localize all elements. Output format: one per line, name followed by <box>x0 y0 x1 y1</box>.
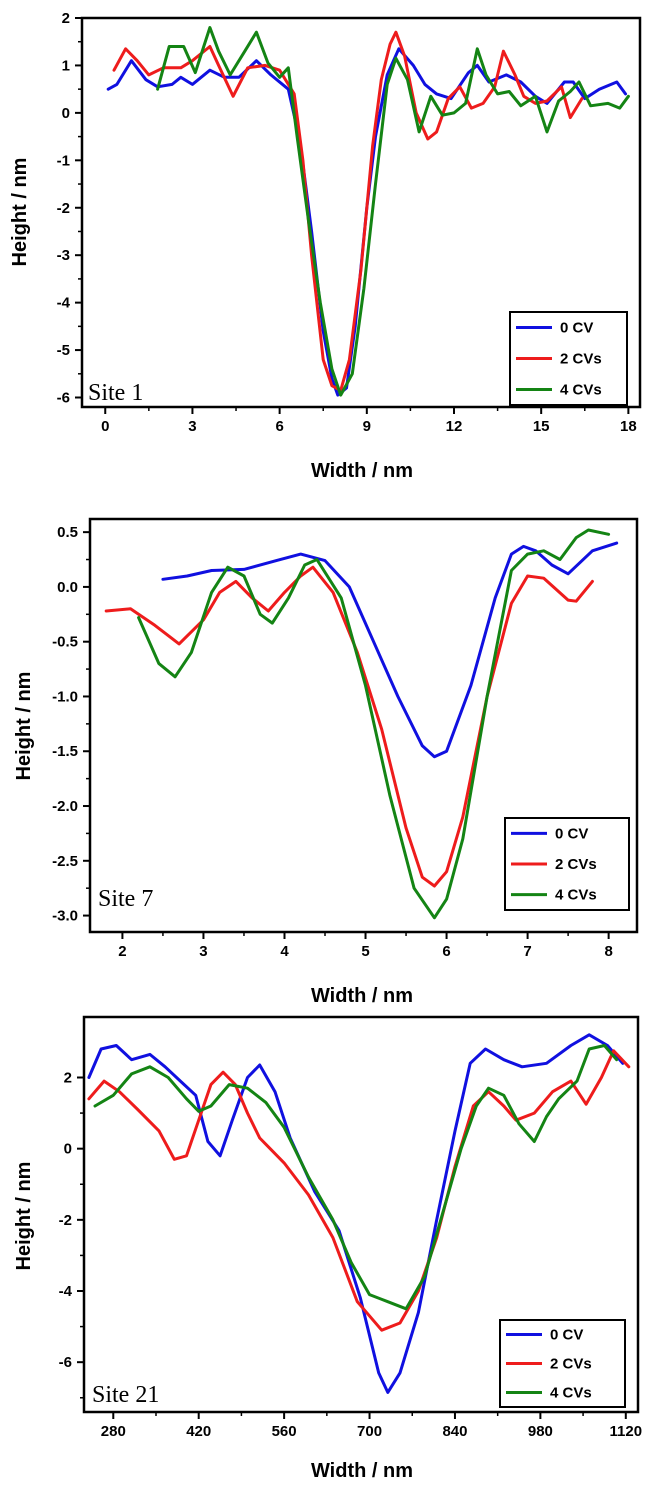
y-tick-label: 2 <box>64 1069 72 1086</box>
y-tick-label: -2 <box>57 200 70 217</box>
legend-label: 4 CVs <box>550 1385 592 1402</box>
chart-panel-3: 280 420 560 700 840 980 1120 2 0 -2 -4 -6 Width / nm… <box>13 1015 643 1482</box>
y-axis-label: Height / nm <box>13 1162 35 1271</box>
y-tick-label: -6 <box>59 1354 72 1371</box>
chart-panel-2: 2 3 4 5 6 7 8 0.5 0.0 -0.5 -1.0 -1.5 -2.0 -2.5 -3.0 Wid… <box>13 517 639 1007</box>
legend-label: 2 CVs <box>550 1356 592 1373</box>
legend-label: 0 CV <box>560 320 593 337</box>
x-tick-label: 6 <box>275 418 283 435</box>
legend-label: 0 CV <box>550 1327 583 1344</box>
series-line-4-cvs <box>156 26 630 397</box>
x-tick-label: 280 <box>101 1423 126 1440</box>
x-tick-label: 700 <box>357 1423 382 1440</box>
y-axis-label: Height / nm <box>9 158 31 267</box>
x-tick-label: 840 <box>442 1423 467 1440</box>
x-tick-label: 3 <box>188 418 196 435</box>
x-tick-label: 12 <box>446 418 463 435</box>
y-tick-label: -0.5 <box>52 634 78 651</box>
y-tick-label: 0.5 <box>57 524 78 541</box>
y-tick-label: -2.5 <box>52 853 78 870</box>
legend-label: 4 CVs <box>560 382 602 399</box>
series-line-4-cvs <box>93 1044 619 1311</box>
series-line-2-cvs <box>87 1049 631 1332</box>
x-tick-label: 4 <box>280 943 289 960</box>
x-tick-label: 3 <box>199 943 207 960</box>
y-tick-label: -5 <box>57 342 70 359</box>
y-tick-label: 0.0 <box>57 579 78 596</box>
y-tick-label: 0 <box>64 1141 72 1158</box>
series-line-2-cvs <box>112 30 584 392</box>
site-label: Site 21 <box>92 1382 159 1408</box>
y-tick-label: -3 <box>57 247 70 264</box>
x-axis-label: Width / nm <box>311 460 413 482</box>
y-tick-label: -1 <box>57 152 70 169</box>
x-tick-label: 9 <box>363 418 371 435</box>
y-tick-label: -1.5 <box>52 743 78 760</box>
legend: 0 CV 2 CVs 4 CVs <box>499 1319 626 1408</box>
x-tick-label: 2 <box>118 943 126 960</box>
x-axis-label: Width / nm <box>311 985 413 1007</box>
y-tick-label: 0 <box>62 105 70 122</box>
x-tick-label: 8 <box>604 943 612 960</box>
legend-label: 2 CVs <box>560 351 602 368</box>
x-tick-label: 7 <box>523 943 531 960</box>
series-line-0-cv <box>161 541 619 759</box>
site-label: Site 1 <box>88 380 143 406</box>
x-tick-label: 420 <box>186 1423 211 1440</box>
y-tick-label: -2.0 <box>52 798 78 815</box>
legend: 0 CV 2 CVs 4 CVs <box>509 311 628 406</box>
x-tick-label: 18 <box>620 418 637 435</box>
y-tick-label: -2 <box>59 1212 72 1229</box>
y-tick-label: -3.0 <box>52 908 78 925</box>
plot-frame <box>82 1015 640 1414</box>
x-tick-label: 980 <box>528 1423 553 1440</box>
y-tick-label: -4 <box>59 1283 73 1300</box>
x-axis-label: Width / nm <box>311 1460 413 1482</box>
y-tick-label: 2 <box>62 10 70 27</box>
x-tick-label: 6 <box>442 943 450 960</box>
site-label: Site 7 <box>98 886 153 912</box>
x-tick-label: 1120 <box>610 1423 643 1440</box>
plot-frame <box>88 517 639 934</box>
x-tick-label: 15 <box>533 418 550 435</box>
y-axis-label: Height / nm <box>13 672 35 781</box>
x-tick-label: 0 <box>101 418 109 435</box>
x-tick-label: 560 <box>272 1423 297 1440</box>
y-tick-label: -6 <box>57 390 70 407</box>
legend: 0 CV 2 CVs 4 CVs <box>504 817 630 911</box>
plot-frame <box>80 16 642 409</box>
legend-label: 0 CV <box>555 825 588 842</box>
y-tick-label: -4 <box>57 295 71 312</box>
legend-label: 2 CVs <box>555 856 597 873</box>
x-tick-label: 5 <box>361 943 369 960</box>
legend-label: 4 CVs <box>555 887 597 904</box>
y-tick-label: -1.0 <box>52 688 78 705</box>
y-tick-label: 1 <box>62 57 70 74</box>
series-line-4-cvs <box>137 528 611 920</box>
